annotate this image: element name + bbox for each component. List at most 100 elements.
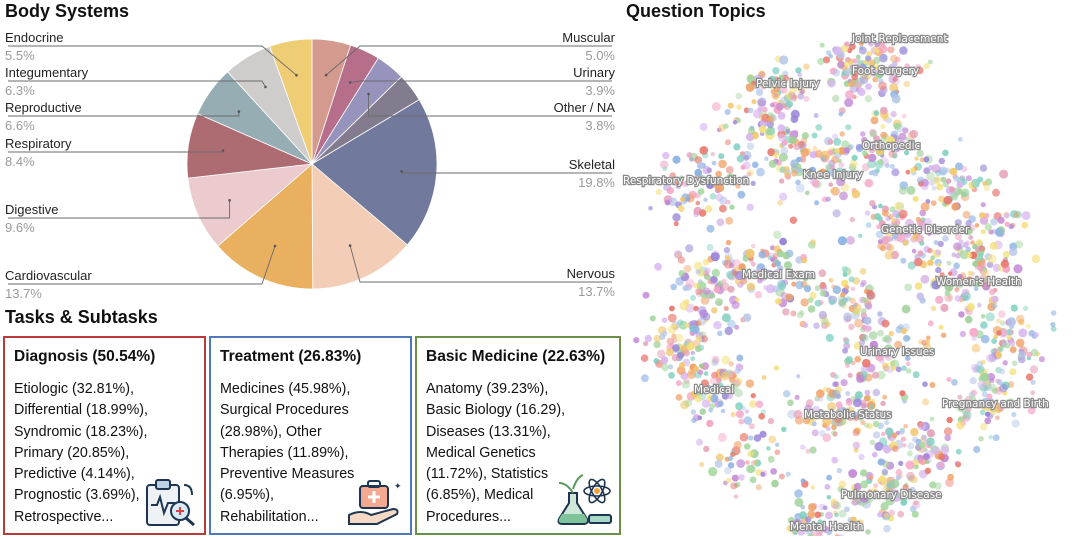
topic-point xyxy=(800,148,810,157)
topic-point xyxy=(803,285,812,293)
topic-point xyxy=(914,156,919,161)
topic-point xyxy=(868,41,874,47)
topic-point xyxy=(768,435,777,444)
topic-point xyxy=(959,250,969,260)
topic-point xyxy=(750,393,756,399)
topic-point xyxy=(940,445,950,455)
topic-point xyxy=(973,286,979,292)
topic-point xyxy=(970,403,975,408)
topic-point xyxy=(881,54,886,60)
topic-point xyxy=(672,344,680,352)
topic-point xyxy=(1015,240,1024,249)
topic-point xyxy=(854,318,863,328)
topic-point xyxy=(800,444,806,451)
subtask-line: Differential (18.99%), xyxy=(14,402,149,419)
topic-point xyxy=(690,325,700,335)
topic-point xyxy=(697,188,705,195)
topic-point xyxy=(829,188,835,194)
topic-point xyxy=(866,290,876,300)
topic-point xyxy=(1009,247,1018,257)
topic-point xyxy=(875,230,884,239)
topic-point xyxy=(945,167,951,173)
topic-point xyxy=(753,109,763,119)
topic-point xyxy=(767,417,775,425)
topic-point xyxy=(683,264,692,273)
topic-point xyxy=(671,333,677,340)
topic-point xyxy=(914,282,923,290)
topic-point xyxy=(863,60,868,65)
pie-leader-dot xyxy=(367,92,370,96)
topic-point xyxy=(837,236,847,246)
topic-point xyxy=(945,178,952,184)
topic-point xyxy=(855,54,861,60)
topic-point xyxy=(985,353,995,363)
topic-point xyxy=(679,301,689,311)
topic-point xyxy=(920,274,930,284)
topic-point xyxy=(965,175,972,182)
topic-point xyxy=(938,195,945,203)
topic-point xyxy=(832,209,841,218)
topic-point xyxy=(905,355,911,361)
topic-point xyxy=(668,372,675,379)
topic-point xyxy=(891,168,900,177)
subtask-line: Syndromic (18.23%), xyxy=(14,423,148,440)
topic-point xyxy=(822,505,828,511)
topic-point xyxy=(1050,326,1057,332)
topic-point xyxy=(773,86,780,93)
topic-point xyxy=(691,417,697,423)
topic-point xyxy=(814,412,822,420)
topic-point xyxy=(777,250,785,258)
topic-point xyxy=(971,343,981,353)
topic-point xyxy=(989,281,995,287)
topic-point xyxy=(747,107,754,114)
topic-point xyxy=(769,82,777,89)
subtask-line: Retrospective... xyxy=(14,508,114,525)
topic-point xyxy=(931,185,937,191)
topic-point xyxy=(803,95,810,102)
topic-point xyxy=(711,355,720,364)
topic-point xyxy=(840,292,846,298)
topic-point xyxy=(672,213,681,222)
topic-point xyxy=(839,131,845,137)
topic-point xyxy=(999,169,1009,179)
topic-point xyxy=(961,288,970,297)
topic-point xyxy=(893,122,901,130)
topic-point xyxy=(811,179,820,188)
topic-point xyxy=(814,149,823,158)
pie-label-name: Integumentary xyxy=(5,65,89,80)
topic-point xyxy=(724,326,733,336)
topic-point xyxy=(860,279,867,286)
topic-point xyxy=(742,313,752,322)
topic-point xyxy=(709,193,717,200)
topic-point xyxy=(845,363,850,368)
topic-point xyxy=(1038,356,1045,363)
topic-point xyxy=(779,178,785,184)
question-topics-title: Question Topics xyxy=(626,1,766,21)
topic-point xyxy=(842,272,848,278)
topic-point xyxy=(734,367,741,374)
topic-point xyxy=(917,421,924,428)
topic-point xyxy=(822,417,832,427)
topic-point xyxy=(848,276,855,283)
topic-point xyxy=(933,176,940,183)
topic-point xyxy=(996,318,1001,324)
topic-point xyxy=(948,271,953,276)
topic-point xyxy=(917,422,927,431)
topic-point xyxy=(860,333,869,342)
topic-point xyxy=(857,59,863,65)
topic-point xyxy=(825,426,831,431)
pie-leader-lines xyxy=(8,45,612,285)
topic-point xyxy=(871,487,878,494)
topic-point xyxy=(729,204,735,210)
topic-point xyxy=(972,260,979,267)
topic-point xyxy=(790,115,799,123)
topic-point xyxy=(936,262,942,268)
topic-point xyxy=(641,374,649,383)
topic-point xyxy=(989,378,995,384)
topic-point xyxy=(902,484,909,491)
topic-point xyxy=(866,141,873,149)
topic-point xyxy=(1007,398,1015,406)
topic-point xyxy=(671,323,677,329)
topic-point xyxy=(732,259,741,268)
topic-point xyxy=(942,399,947,405)
